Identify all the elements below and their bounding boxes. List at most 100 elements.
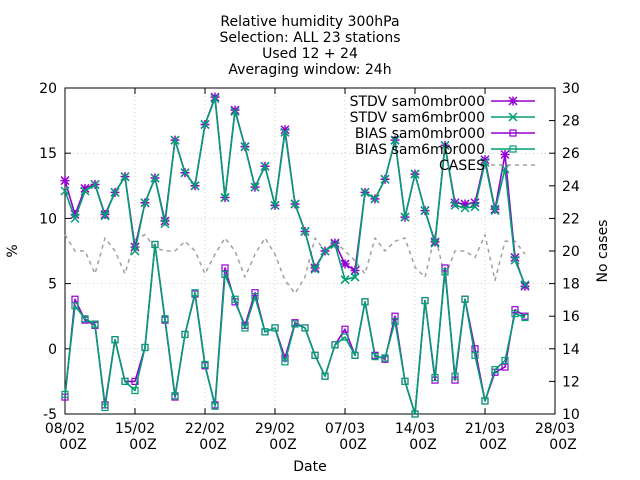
data-point — [480, 157, 490, 167]
x-tick-sublabel: 00Z — [199, 437, 226, 453]
legend-label: STDV sam6mbr000 — [350, 110, 485, 126]
x-axis: 08/0200Z15/0200Z22/0200Z29/0200Z07/0300Z… — [45, 88, 577, 453]
data-point — [430, 238, 440, 248]
legend-label: CASES — [439, 158, 485, 174]
data-point — [171, 392, 179, 400]
data-point — [461, 295, 469, 303]
y-axis: -5 0 5 10 15 20 — [39, 81, 71, 423]
legend-label: STDV sam0mbr000 — [350, 94, 485, 110]
legend-entry: CASES — [439, 158, 535, 174]
data-point — [140, 198, 150, 208]
data-point — [510, 255, 520, 265]
data-point — [401, 377, 409, 385]
data-point — [70, 213, 80, 223]
data-point — [191, 289, 199, 297]
data-point — [511, 306, 519, 314]
data-point — [260, 161, 270, 171]
data-point — [330, 238, 340, 248]
data-point — [321, 372, 329, 380]
data-point — [481, 397, 489, 405]
data-point — [210, 92, 220, 102]
data-point — [201, 360, 209, 369]
data-point — [330, 239, 340, 250]
data-point — [80, 186, 90, 196]
data-point — [101, 403, 109, 412]
data-point — [340, 275, 350, 285]
data-point — [341, 325, 349, 333]
y2-tick-label: 24 — [562, 179, 580, 195]
series-layer — [60, 92, 530, 418]
y2-tick-label: 30 — [562, 81, 580, 97]
y2-tick-label: 12 — [562, 374, 580, 390]
data-point — [160, 219, 170, 229]
data-point — [350, 272, 360, 282]
y-tick-label: 15 — [39, 146, 57, 162]
y2-tick-label: 28 — [562, 114, 580, 130]
legend-entry: BIAS sam0mbr000 — [355, 126, 535, 142]
data-point — [341, 333, 349, 341]
x-tick-label: 28/03 — [535, 421, 575, 437]
data-point — [491, 366, 499, 374]
data-point — [131, 386, 139, 395]
data-point — [508, 112, 518, 122]
x-tick-label: 29/02 — [255, 421, 295, 437]
series-line — [64, 243, 526, 415]
data-point — [351, 351, 359, 359]
y2-tick-label: 14 — [562, 342, 580, 358]
x-tick-label: 07/03 — [325, 421, 365, 437]
data-point — [121, 377, 129, 385]
data-point — [360, 187, 370, 197]
data-point — [211, 402, 219, 410]
data-point — [250, 182, 260, 192]
data-point — [370, 194, 380, 204]
y2-axis: 10 12 14 16 18 20 22 24 26 28 30 — [549, 81, 580, 423]
data-point — [311, 351, 319, 359]
data-point — [200, 119, 210, 130]
data-point — [230, 105, 240, 115]
data-point — [340, 259, 350, 269]
data-point — [441, 268, 449, 276]
x-axis-label: Date — [293, 459, 326, 475]
title-line: Used 12 + 24 — [262, 46, 358, 62]
data-point — [210, 93, 220, 103]
data-point — [410, 169, 420, 179]
data-point — [361, 298, 369, 306]
data-point — [508, 96, 518, 106]
data-point — [471, 351, 479, 359]
data-point — [131, 377, 139, 385]
data-point — [111, 336, 119, 344]
data-point — [181, 330, 189, 339]
data-point — [280, 127, 290, 137]
data-point — [320, 246, 330, 256]
data-point — [441, 264, 449, 272]
y-tick-label: 20 — [39, 81, 57, 97]
data-point — [391, 312, 399, 320]
data-point — [240, 142, 250, 152]
data-point — [220, 193, 230, 203]
x-tick-sublabel: 00Z — [549, 437, 576, 453]
y2-tick-label: 16 — [562, 309, 580, 325]
data-point — [310, 264, 320, 274]
data-point — [440, 140, 450, 150]
data-point — [291, 320, 299, 328]
x-tick-label: 22/02 — [185, 421, 225, 437]
data-point — [500, 149, 510, 160]
data-point — [331, 341, 339, 349]
data-point — [391, 317, 399, 326]
data-point — [271, 324, 279, 332]
y2-axis-label: No cases — [595, 220, 611, 283]
data-point — [230, 106, 240, 117]
series-stdv-sam6mbr000 — [60, 93, 530, 290]
x-tick-sublabel: 00Z — [479, 437, 506, 453]
legend-label: BIAS sam6mbr000 — [355, 142, 485, 158]
y-axis-label: % — [5, 244, 21, 257]
data-point — [290, 199, 300, 209]
x-tick-label: 15/02 — [115, 421, 155, 437]
data-point — [151, 240, 159, 249]
data-point — [141, 343, 149, 352]
y2-tick-label: 22 — [562, 211, 580, 227]
data-point — [380, 174, 390, 184]
